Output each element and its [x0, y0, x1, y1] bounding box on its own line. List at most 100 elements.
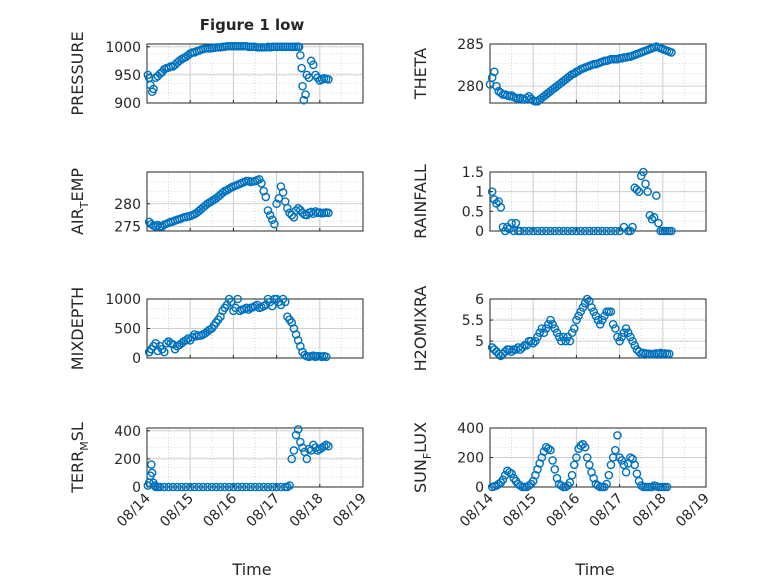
- subplot-mixdepth: 0 500 1000 MIXDEPTH: [68, 287, 364, 370]
- y-tick-label: 400: [114, 424, 141, 440]
- axes-box: [489, 298, 707, 359]
- y-axis-label: PRESSURE: [68, 31, 87, 115]
- data-point: [297, 63, 306, 73]
- data-point: [613, 431, 622, 440]
- data-point: [306, 446, 316, 455]
- data-point: [492, 81, 501, 91]
- y-tick-label: 400: [457, 421, 484, 437]
- y-tick-label: 1000: [105, 292, 141, 308]
- data-point: [652, 191, 661, 200]
- data-point: [490, 67, 499, 77]
- data-point: [233, 482, 243, 492]
- data-point: [159, 482, 169, 492]
- data-point: [537, 226, 547, 236]
- data-point: [541, 324, 551, 333]
- data-point: [190, 482, 199, 492]
- data-point: [610, 445, 620, 455]
- data-point: [595, 319, 605, 329]
- data-point: [278, 188, 288, 197]
- data-point: [216, 482, 225, 492]
- data-point: [589, 307, 598, 316]
- minor-grid: [147, 44, 363, 103]
- data-point: [246, 482, 255, 492]
- data-point: [265, 210, 275, 220]
- axes-box: [146, 171, 364, 232]
- y-axis-label: AIRTEMP: [68, 168, 91, 235]
- series-markers: [485, 42, 676, 106]
- data-point: [548, 319, 557, 329]
- series-markers: [143, 425, 333, 492]
- data-point: [587, 303, 596, 312]
- data-point: [296, 50, 305, 60]
- y-tick-label: 0: [132, 351, 141, 367]
- y-tick-label: 950: [114, 68, 141, 84]
- subplot-theta: 280 285 THETA: [411, 37, 707, 106]
- y-tick-label: 0: [132, 480, 141, 496]
- data-point: [604, 470, 614, 480]
- y-tick-label: 1.5: [462, 165, 484, 181]
- data-point: [528, 338, 538, 348]
- data-point: [220, 482, 230, 492]
- data-point: [301, 90, 310, 99]
- data-point: [267, 482, 277, 492]
- y-tick-label: 1000: [105, 40, 141, 56]
- data-point: [185, 482, 195, 492]
- data-point: [619, 460, 629, 470]
- data-point: [654, 218, 663, 228]
- data-point: [602, 226, 611, 236]
- data-point: [565, 71, 575, 81]
- data-point: [263, 482, 273, 492]
- axes-box: [489, 171, 707, 232]
- data-point: [649, 212, 659, 222]
- data-point: [294, 42, 304, 52]
- data-point: [211, 482, 221, 492]
- y-tick-label: 6: [475, 292, 484, 308]
- data-point: [181, 482, 191, 492]
- series-markers: [143, 41, 333, 105]
- data-point: [621, 467, 631, 477]
- data-point: [299, 95, 309, 105]
- data-point: [533, 226, 542, 236]
- data-point: [576, 226, 586, 236]
- data-point: [664, 349, 674, 359]
- y-axis-label: MIXDEPTH: [68, 287, 87, 370]
- x-tick-label: 08/17: [587, 491, 627, 531]
- data-point: [578, 303, 588, 312]
- data-point: [572, 226, 581, 236]
- data-point: [634, 476, 644, 486]
- data-point: [610, 226, 620, 236]
- y-tick-label: 285: [457, 37, 484, 53]
- series-markers: [144, 174, 333, 231]
- data-point: [585, 460, 594, 470]
- data-point: [602, 479, 611, 489]
- data-point: [550, 226, 560, 236]
- data-point: [498, 475, 508, 484]
- y-axis-label: RAINFALL: [411, 164, 430, 239]
- data-point: [574, 311, 583, 321]
- x-axis-label-right: Time: [574, 560, 614, 579]
- x-tick-label: 08/18: [630, 491, 670, 531]
- data-point: [556, 336, 566, 346]
- y-tick-label: 0.5: [462, 204, 484, 220]
- x-tick-label: 08/16: [200, 490, 240, 530]
- y-axis-label: THETA: [411, 48, 430, 100]
- data-point: [576, 441, 586, 451]
- data-point: [628, 336, 637, 346]
- data-point: [574, 66, 583, 76]
- data-point: [613, 332, 622, 342]
- x-tick-label: 08/14: [114, 490, 154, 530]
- y-tick-label: 500: [114, 322, 141, 338]
- data-point: [667, 48, 676, 57]
- data-point: [632, 469, 642, 479]
- data-point: [524, 481, 534, 490]
- data-point: [569, 69, 579, 78]
- data-point: [203, 482, 212, 492]
- subplot-terr-msl: 0 200 400 08/14 08/15 08/16 08/17 08/18 08/19 TER…: [68, 422, 370, 530]
- y-tick-label: 1: [475, 185, 484, 201]
- y-tick-label: 900: [114, 96, 141, 112]
- data-point: [175, 56, 184, 66]
- data-point: [580, 442, 590, 452]
- data-point: [630, 341, 640, 350]
- data-point: [546, 226, 555, 236]
